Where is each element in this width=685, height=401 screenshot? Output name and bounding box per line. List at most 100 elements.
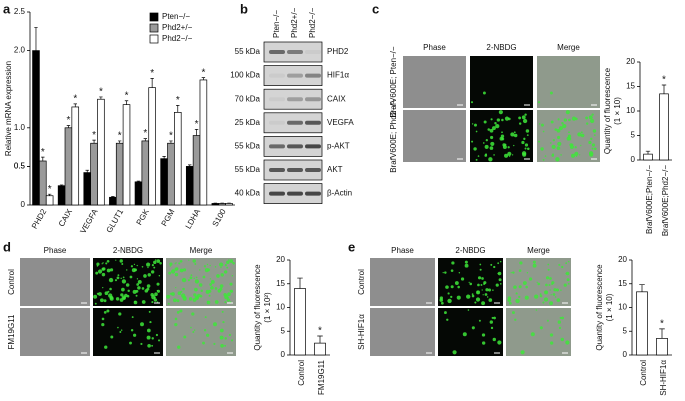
- fluorescence-spot: [513, 131, 516, 134]
- fluorescence-spot: [523, 137, 526, 140]
- fluorescence-spot: [557, 320, 561, 324]
- fluorescence-spot: [155, 333, 159, 337]
- error-bar: [194, 128, 199, 136]
- y-tick-label: 15: [618, 279, 627, 288]
- fluorescence-spot: [228, 333, 232, 337]
- fluorescence-spot: [98, 292, 102, 296]
- fluorescence-spot: [559, 316, 562, 319]
- bar: [294, 288, 306, 356]
- fluorescence-spot: [214, 300, 219, 304]
- fluorescence-spot: [148, 310, 151, 313]
- fluorescence-spot: [580, 144, 582, 147]
- fluorescence-spot: [514, 133, 518, 138]
- significance: *: [41, 147, 45, 158]
- fluorescence-spot: [141, 266, 144, 268]
- fluorescence-spot: [174, 263, 176, 265]
- error-bar: [59, 184, 64, 186]
- y-tick-label: 0: [21, 200, 26, 209]
- fluorescence-spot: [194, 279, 200, 284]
- fluorescence-spot: [119, 259, 123, 263]
- y-axis-label: Quantity of fluorescence: [595, 264, 604, 351]
- fluorescence-spot: [588, 151, 594, 156]
- blot-band: [305, 50, 321, 54]
- fluorescence-spot: [175, 262, 177, 264]
- error-bar: [66, 125, 71, 128]
- fluorescence-spot: [594, 147, 597, 150]
- fluorescence-spot: [557, 141, 562, 146]
- fluorescence-spot: [498, 110, 503, 115]
- error-bar: [659, 328, 665, 339]
- fluorescence-spot: [545, 276, 550, 280]
- fluorescence-spot: [591, 143, 596, 147]
- significance: *: [99, 87, 103, 98]
- error-bar: [117, 140, 122, 144]
- panel-label: a: [3, 1, 11, 16]
- fluorescence-spot: [484, 293, 488, 296]
- fluorescence-spot: [501, 131, 503, 134]
- blot-size: 40 kDa: [235, 189, 261, 198]
- fluorescence-spot: [192, 298, 197, 302]
- fluorescence-spot: [557, 118, 560, 121]
- error-bar: [176, 105, 180, 113]
- fluorescence-spot: [485, 153, 488, 156]
- fluorescence-spot: [492, 337, 496, 342]
- fluorescence-spot: [526, 134, 529, 137]
- fluorescence-spot: [200, 289, 203, 293]
- fluorescence-spot: [525, 129, 530, 133]
- fluorescence-spot: [224, 264, 227, 267]
- panel-label: b: [240, 1, 248, 16]
- fluorescence-spot: [197, 293, 201, 298]
- fluorescence-spot: [153, 266, 156, 269]
- fluorescence-spot: [454, 281, 459, 285]
- fluorescence-spot: [566, 278, 570, 282]
- fluorescence-spot: [129, 275, 133, 279]
- fluorescence-spot: [489, 128, 494, 133]
- blot-strip: [263, 88, 323, 110]
- fluorescence-spot: [488, 298, 493, 302]
- fluorescence-spot: [452, 350, 457, 355]
- fluorescence-spot: [95, 271, 99, 275]
- micrograph: [403, 56, 466, 108]
- fluorescence-spot: [214, 287, 218, 290]
- y-tick-label: 1.0: [14, 123, 26, 132]
- fluorescence-spot: [491, 316, 494, 319]
- fluorescence-spot: [132, 333, 137, 337]
- fluorescence-spot: [133, 268, 138, 272]
- significance: *: [125, 90, 129, 101]
- fluorescence-spot: [490, 263, 493, 266]
- fluorescence-spot: [563, 118, 568, 122]
- image-column-label: Phase: [44, 246, 67, 255]
- fluorescence-spot: [556, 298, 561, 302]
- fluorescence-spot: [518, 295, 521, 299]
- blot-lane-label: Phd2+/−: [290, 7, 299, 38]
- fluorescence-spot: [166, 294, 171, 299]
- fluorescence-spot: [550, 294, 552, 296]
- fluorescence-spot: [468, 281, 470, 283]
- fluorescence-spot: [479, 263, 482, 266]
- fluorescence-spot: [571, 153, 576, 158]
- fluorescence-spot: [536, 281, 538, 283]
- fluorescence-spot: [549, 91, 553, 95]
- fluorescence-spot: [497, 262, 500, 265]
- fluorescence-spot: [151, 344, 154, 347]
- fluorescence-spot: [219, 335, 224, 340]
- y-axis-label: (1 × 10): [613, 97, 622, 125]
- fluorescence-spot: [96, 292, 100, 295]
- image-column-label: 2-NBDG: [455, 246, 485, 255]
- fluorescence-spot: [109, 268, 114, 272]
- fluorescence-spot: [217, 289, 222, 293]
- fluorescence-spot: [521, 151, 527, 156]
- fluorescence-spot: [565, 262, 568, 265]
- fluorescence-spot: [549, 333, 554, 337]
- bar: [71, 106, 80, 206]
- fluorescence-spot: [157, 339, 161, 342]
- fluorescence-spot: [470, 101, 474, 104]
- fluorescence-spot: [567, 283, 570, 285]
- fluorescence-spot: [485, 288, 489, 292]
- blot-band: [269, 144, 285, 149]
- bar: [185, 166, 194, 206]
- error-bar: [150, 78, 154, 88]
- fluorescence-spot: [458, 272, 461, 274]
- fluorescence-spot: [565, 340, 570, 345]
- bar: [57, 185, 66, 206]
